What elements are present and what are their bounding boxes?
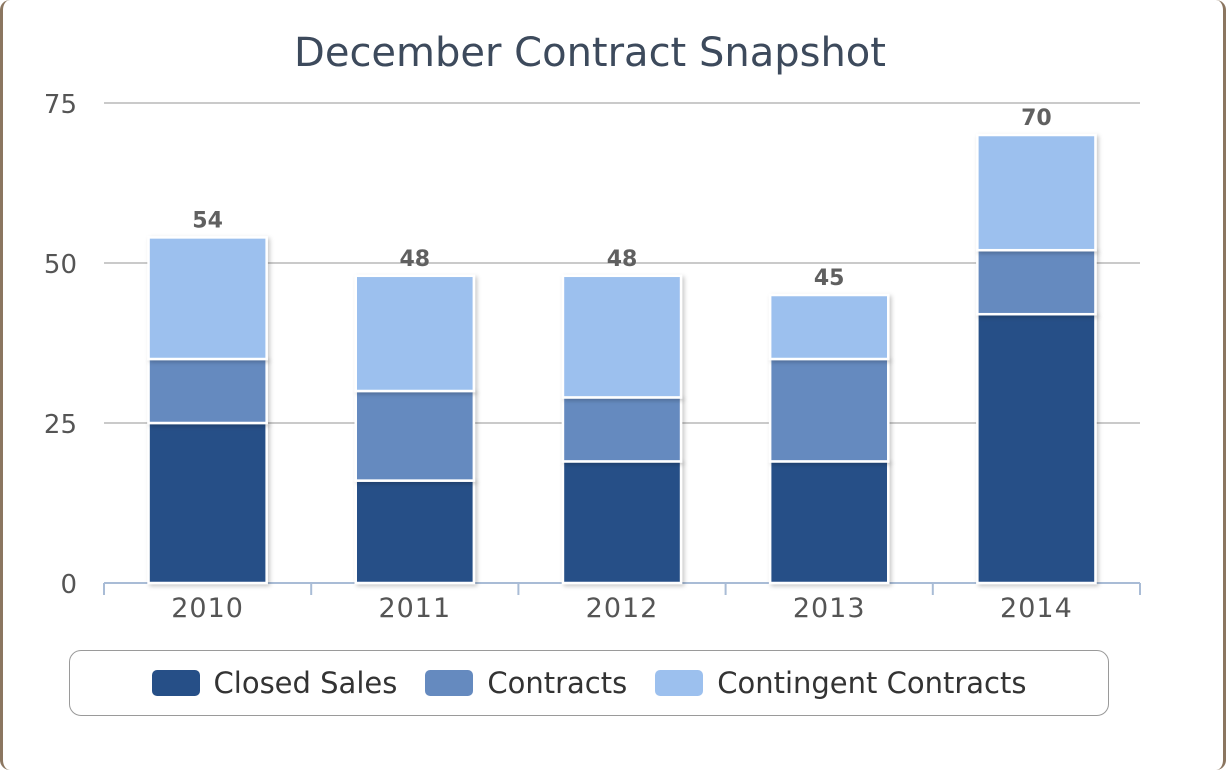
bar-2013-closed-sales xyxy=(768,460,890,585)
total-label-2010: 54 xyxy=(192,208,223,233)
total-label-2014: 70 xyxy=(1021,106,1052,131)
x-tick-label-2010: 2010 xyxy=(171,593,244,624)
legend-label-closed-sales: Closed Sales xyxy=(213,666,398,700)
total-label-2013: 45 xyxy=(814,266,845,291)
legend-item-contingent-contracts[interactable]: Contingent Contracts xyxy=(655,666,1026,700)
y-tick-label-25: 25 xyxy=(44,410,77,440)
total-label-2012: 48 xyxy=(607,247,638,272)
legend-swatch-contingent-contracts xyxy=(655,670,704,696)
bar-2013-contingent-contracts xyxy=(768,293,890,361)
bar-2010-closed-sales xyxy=(147,421,268,585)
bar-2010-contingent-contracts xyxy=(147,236,268,361)
legend: Closed Sales Contracts Contingent Contra… xyxy=(69,650,1109,716)
bar-2012-contingent-contracts xyxy=(561,274,683,399)
total-labels: 54 48 48 45 70 xyxy=(192,106,1051,291)
y-tick-label-50: 50 xyxy=(44,250,77,280)
x-axis: 2010 2011 2012 2013 2014 xyxy=(103,582,1141,624)
bar-2011-contingent-contracts xyxy=(354,274,476,393)
legend-item-closed-sales[interactable]: Closed Sales xyxy=(151,666,398,700)
bars xyxy=(147,133,1097,585)
bar-2011-closed-sales xyxy=(354,479,476,585)
y-tick-label-75: 75 xyxy=(44,90,77,120)
bar-2014-contingent-contracts xyxy=(976,133,1097,252)
bar-2010-contracts xyxy=(147,357,268,425)
y-axis: 0 25 50 75 xyxy=(44,90,77,600)
x-tick-label-2011: 2011 xyxy=(378,593,451,624)
y-tick-label-0: 0 xyxy=(60,570,77,600)
x-tick-label-2013: 2013 xyxy=(793,593,866,624)
legend-swatch-closed-sales xyxy=(151,670,200,696)
x-tick-label-2012: 2012 xyxy=(586,593,659,624)
legend-label-contingent-contracts: Contingent Contracts xyxy=(717,666,1027,700)
total-label-2011: 48 xyxy=(399,247,430,272)
bar-2012-contracts xyxy=(561,396,683,463)
bar-2014-closed-sales xyxy=(976,312,1097,585)
legend-label-contracts: Contracts xyxy=(487,666,628,700)
bar-2013-contracts xyxy=(768,357,890,463)
legend-item-contracts[interactable]: Contracts xyxy=(425,666,627,700)
bar-2012-closed-sales xyxy=(561,460,683,585)
bar-2011-contracts xyxy=(354,389,476,482)
chart-title: December Contract Snapshot xyxy=(294,30,886,76)
x-tick-label-2014: 2014 xyxy=(1000,593,1073,624)
bar-2014-contracts xyxy=(976,248,1097,316)
legend-swatch-contracts xyxy=(425,670,474,696)
